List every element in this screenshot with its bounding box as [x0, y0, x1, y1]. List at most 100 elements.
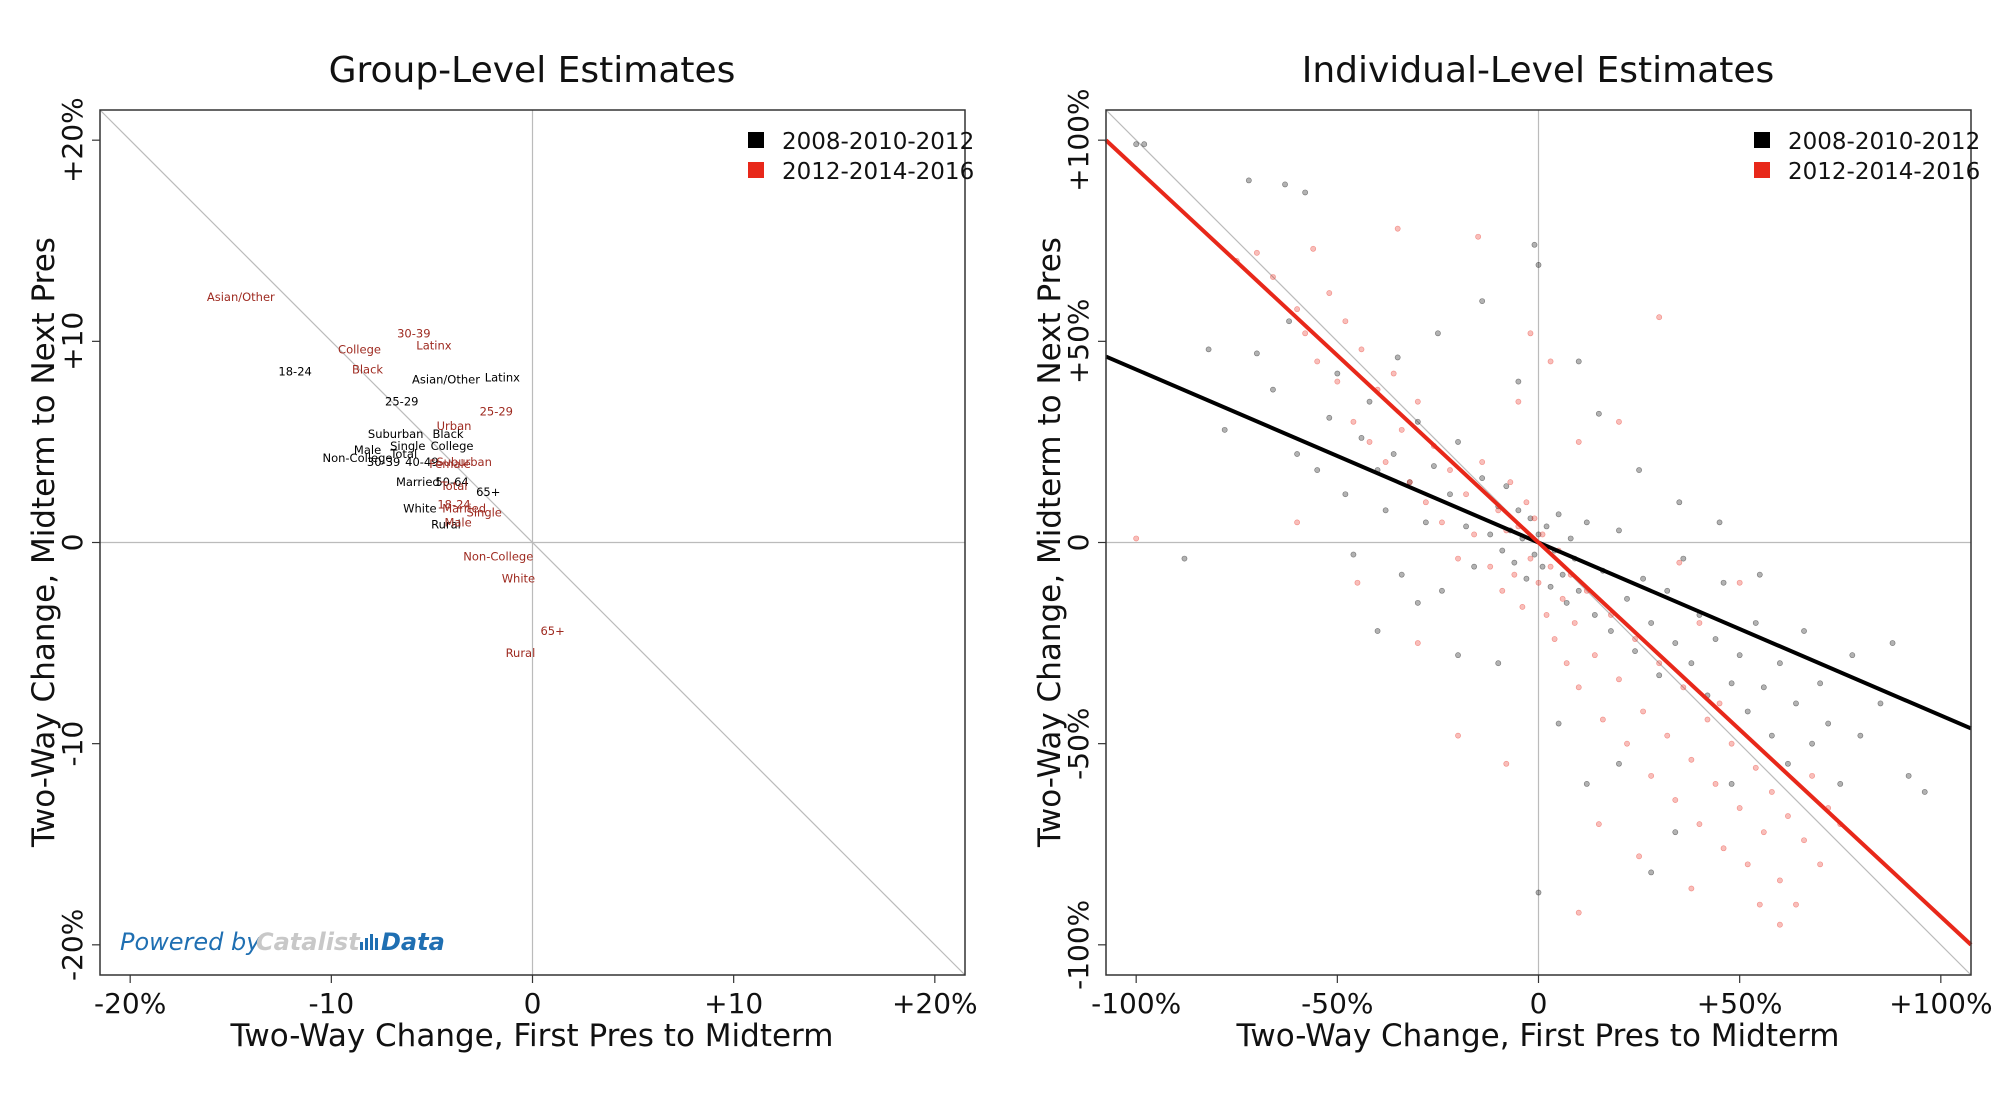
scatter-point — [1696, 620, 1703, 626]
scatter-point — [1519, 603, 1526, 610]
right-chart-title: Individual-Level Estimates — [1302, 50, 1775, 91]
scatter-point — [1382, 459, 1389, 465]
scatter-point — [1736, 652, 1743, 659]
scatter-point — [1559, 595, 1566, 602]
scatter-point — [1583, 519, 1590, 526]
scatter-point — [1535, 531, 1542, 538]
scatter-point — [1326, 290, 1333, 296]
left-legend-swatch-2012 — [748, 162, 764, 178]
scatter-point — [1314, 358, 1321, 365]
scatter-point — [1507, 479, 1514, 486]
right-x-axis-label: Two-Way Change, First Pres to Midterm — [1236, 1018, 1840, 1054]
x-tick-label: -50% — [1301, 987, 1373, 1020]
point-label: 25-29 — [480, 405, 513, 419]
scatter-point — [1253, 350, 1260, 357]
y-tick-label: 0 — [1062, 534, 1095, 552]
scatter-point — [1752, 764, 1759, 771]
scatter-point — [1334, 378, 1341, 385]
scatter-point — [1487, 531, 1494, 538]
scatter-point — [1636, 467, 1642, 473]
point-label: Latinx — [416, 338, 451, 352]
right-legend-label-2012: 2012-2014-2016 — [1788, 159, 1980, 185]
scatter-point — [1342, 318, 1349, 325]
scatter-point — [1793, 700, 1799, 707]
scatter-point — [1716, 700, 1723, 707]
scatter-point — [1555, 720, 1562, 727]
brand-logo: Powered by Catalist Data — [120, 928, 445, 956]
point-label: Married — [442, 501, 486, 515]
point-label: Asian/Other — [412, 373, 480, 387]
left-x-axis-label: Two-Way Change, First Pres to Midterm — [230, 1018, 834, 1054]
point-label: Single — [467, 505, 502, 519]
scatter-point — [1567, 535, 1574, 542]
x-tick-label: +50% — [1697, 987, 1783, 1020]
scatter-point — [1414, 398, 1421, 405]
scatter-point — [1752, 620, 1759, 626]
point-label: 50-64 — [435, 475, 468, 489]
brand-catalist: Catalist — [256, 928, 361, 956]
scatter-point — [1632, 648, 1638, 655]
scatter-point — [1785, 813, 1791, 819]
scatter-point — [1676, 499, 1683, 506]
left-legend-label-2012: 2012-2014-2016 — [782, 159, 974, 185]
scatter-point — [1515, 378, 1522, 385]
scatter-point — [1817, 861, 1824, 868]
scatter-point — [1809, 772, 1815, 779]
y-tick-label: +10 — [56, 312, 89, 371]
x-tick-label: 0 — [1530, 987, 1548, 1020]
scatter-point — [1503, 483, 1510, 490]
left-chart-title: Group-Level Estimates — [329, 50, 736, 91]
scatter-point — [1515, 507, 1522, 514]
scatter-point — [1406, 479, 1413, 486]
scatter-point — [1656, 672, 1663, 679]
point-label: 65+ — [476, 485, 500, 499]
scatter-point — [1712, 636, 1719, 642]
x-tick-label: +20% — [892, 987, 978, 1020]
scatter-point — [1463, 491, 1469, 498]
scatter-point — [1302, 330, 1309, 337]
point-label: Suburban — [368, 427, 424, 441]
scatter-point — [1455, 439, 1461, 445]
scatter-point — [1921, 789, 1928, 795]
right-scatter-points — [1133, 141, 1928, 928]
scatter-point — [1205, 346, 1212, 353]
scatter-point — [1543, 612, 1550, 618]
point-label: Male — [444, 515, 471, 529]
scatter-point — [1422, 499, 1429, 506]
right-legend-swatch-2012 — [1754, 162, 1770, 178]
scatter-point — [1648, 620, 1655, 626]
scatter-point — [1430, 463, 1437, 469]
scatter-point — [1756, 901, 1763, 908]
scatter-point — [1616, 527, 1622, 534]
scatter-point — [1455, 555, 1461, 562]
scatter-point — [1793, 901, 1799, 908]
left-legend: 2008-2010-2012 2012-2014-2016 — [748, 129, 974, 185]
y-tick-label: -10 — [56, 721, 89, 767]
scatter-point — [1447, 467, 1453, 473]
scatter-point — [1591, 612, 1598, 618]
scatter-point — [1575, 684, 1582, 691]
left-axis-ticks: -20% -10 0 +10 +20% -20% -10 0 +10 +20% — [56, 97, 978, 1020]
scatter-point — [1905, 772, 1912, 779]
scatter-point — [1728, 680, 1735, 687]
scatter-point — [1439, 519, 1445, 526]
scatter-point — [1398, 571, 1405, 578]
point-label: 25-29 — [385, 395, 418, 409]
scatter-point — [1471, 563, 1478, 570]
scatter-point — [1756, 571, 1763, 578]
scatter-point — [1555, 511, 1562, 518]
scatter-point — [1736, 805, 1743, 811]
scatter-point — [1270, 386, 1276, 393]
scatter-point — [1712, 780, 1719, 787]
scatter-point — [1760, 829, 1767, 836]
scatter-point — [1394, 354, 1401, 361]
scatter-point — [1539, 531, 1546, 538]
point-label: Non-College — [322, 451, 392, 465]
scatter-point — [1825, 720, 1832, 727]
scatter-point — [1575, 358, 1582, 365]
scatter-point — [1495, 660, 1502, 667]
scatter-point — [1406, 479, 1413, 486]
scatter-point — [1575, 909, 1582, 916]
x-tick-label: +100% — [1889, 987, 1993, 1020]
brand-powered-by: Powered by — [120, 928, 261, 956]
